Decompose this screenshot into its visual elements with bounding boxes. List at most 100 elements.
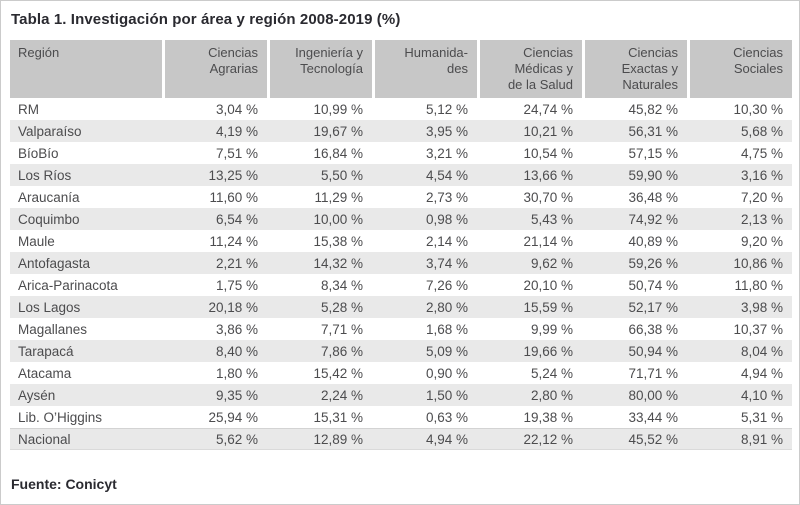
cell-value: 4,75 % <box>740 145 783 161</box>
cell-value: 10,99 % <box>313 101 363 117</box>
cell-value: 2,80 % <box>477 384 582 406</box>
cell-value: 59,26 % <box>582 252 687 274</box>
data-table: Región Ciencias Agrarias Ingeniería y Tecn… <box>10 40 792 450</box>
cell-value: 57,15 % <box>628 145 678 161</box>
cell-value: 25,94 % <box>208 409 258 425</box>
cell-value: 5,28 % <box>267 296 372 318</box>
cell-region: Araucanía <box>18 189 80 205</box>
cell-value: 0,98 % <box>372 208 477 230</box>
table-row: Arica-Parinacota 1,75 % 8,34 % 7,26 % 20,10 … <box>10 274 792 296</box>
cell-value: 50,94 % <box>582 340 687 362</box>
cell-value: 50,74 % <box>628 277 678 293</box>
cell-value: 9,99 % <box>530 321 573 337</box>
cell-value: 11,80 % <box>734 277 783 293</box>
cell-value: 11,60 % <box>209 189 258 205</box>
column-header: Ciencias Agrarias <box>162 40 267 98</box>
cell-value: 11,24 % <box>209 233 258 249</box>
cell-value: 7,51 % <box>215 145 258 161</box>
cell-value: 9,35 % <box>162 384 267 406</box>
cell-value: 10,21 % <box>477 120 582 142</box>
cell-value: 5,31 % <box>740 409 783 425</box>
cell-region: RM <box>18 101 39 117</box>
cell-value: 11,29 % <box>314 189 363 205</box>
cell-value: 5,12 % <box>425 101 468 117</box>
cell-value: 10,00 % <box>267 208 372 230</box>
table-row: Valparaíso 4,19 % 19,67 % 3,95 % 10,21 % 56,3… <box>10 120 792 142</box>
cell-value: 7,86 % <box>267 340 372 362</box>
cell-value: 13,25 % <box>162 164 267 186</box>
cell-value: 12,89 % <box>267 428 372 450</box>
column-header-region: Región <box>10 40 162 98</box>
cell-value: 5,24 % <box>530 365 573 381</box>
cell-value: 22,12 % <box>477 428 582 450</box>
cell-region: Tarapacá <box>10 340 162 362</box>
cell-value: 7,20 % <box>740 189 783 205</box>
cell-value: 20,10 % <box>523 277 573 293</box>
cell-region: Magallanes <box>18 321 88 337</box>
cell-value: 7,71 % <box>320 321 363 337</box>
cell-value: 2,14 % <box>425 233 468 249</box>
cell-value: 14,32 % <box>267 252 372 274</box>
cell-value: 59,90 % <box>582 164 687 186</box>
table-row: Coquimbo 6,54 % 10,00 % 0,98 % 5,43 % 74,92 %… <box>10 208 792 230</box>
cell-value: 45,82 % <box>628 101 678 117</box>
cell-value: 9,20 % <box>740 233 783 249</box>
cell-value: 8,40 % <box>162 340 267 362</box>
cell-region: Maule <box>18 233 55 249</box>
table-row: Araucanía 11,60 % 11,29 % 2,73 % 30,70 % 36,4… <box>10 186 792 208</box>
cell-value: 16,84 % <box>313 145 363 161</box>
cell-value: 8,04 % <box>687 340 792 362</box>
cell-value: 33,44 % <box>628 409 678 425</box>
cell-value: 5,62 % <box>162 428 267 450</box>
cell-value: 8,34 % <box>320 277 363 293</box>
cell-value: 80,00 % <box>582 384 687 406</box>
cell-value: 15,42 % <box>313 365 363 381</box>
cell-value: 52,17 % <box>582 296 687 318</box>
cell-region: Nacional <box>10 428 162 450</box>
table-row: Maule 11,24 % 15,38 % 2,14 % 21,14 % 40,89 % 9… <box>10 230 792 252</box>
cell-value: 2,73 % <box>425 189 468 205</box>
cell-value: 40,89 % <box>628 233 678 249</box>
cell-value: 5,43 % <box>477 208 582 230</box>
cell-value: 1,50 % <box>372 384 477 406</box>
column-header: Ciencias Sociales <box>687 40 792 98</box>
column-header: Ingeniería y Tecnología <box>267 40 372 98</box>
cell-value: 2,80 % <box>372 296 477 318</box>
cell-value: 7,26 % <box>425 277 468 293</box>
cell-region: Valparaíso <box>10 120 162 142</box>
cell-value: 2,24 % <box>267 384 372 406</box>
cell-value: 3,86 % <box>215 321 258 337</box>
cell-value: 5,50 % <box>267 164 372 186</box>
cell-region: BíoBío <box>18 145 59 161</box>
cell-value: 19,67 % <box>267 120 372 142</box>
table-row: Los Lagos 20,18 % 5,28 % 2,80 % 15,59 % 52,17… <box>10 296 792 318</box>
column-header: Ciencias Exactas y Naturales <box>582 40 687 98</box>
cell-value: 10,37 % <box>733 321 783 337</box>
cell-value: 1,80 % <box>215 365 258 381</box>
cell-value: 13,66 % <box>477 164 582 186</box>
table-row: BíoBío 7,51 % 16,84 % 3,21 % 10,54 % 57,15 % 4… <box>10 142 792 164</box>
cell-region: Coquimbo <box>10 208 162 230</box>
table-body: RM 3,04 % 10,99 % 5,12 % 24,74 % 45,82 % 10,30… <box>10 98 792 450</box>
cell-value: 4,94 % <box>372 428 477 450</box>
cell-region: Arica-Parinacota <box>18 277 118 293</box>
cell-value: 74,92 % <box>582 208 687 230</box>
table-row: Los Ríos 13,25 % 5,50 % 4,54 % 13,66 % 59,90 … <box>10 164 792 186</box>
table-row: Nacional 5,62 % 12,89 % 4,94 % 22,12 % 45,52 … <box>10 428 792 450</box>
cell-value: 19,38 % <box>523 409 573 425</box>
cell-region: Aysén <box>10 384 162 406</box>
cell-value: 15,59 % <box>477 296 582 318</box>
cell-value: 2,13 % <box>687 208 792 230</box>
cell-value: 30,70 % <box>523 189 573 205</box>
column-header: Ciencias Médicas y de la Salud <box>477 40 582 98</box>
table-row: Tarapacá 8,40 % 7,86 % 5,09 % 19,66 % 50,94 %… <box>10 340 792 362</box>
cell-value: 5,68 % <box>687 120 792 142</box>
cell-value: 0,63 % <box>425 409 468 425</box>
cell-value: 3,04 % <box>215 101 258 117</box>
cell-value: 21,14 % <box>523 233 573 249</box>
cell-value: 66,38 % <box>628 321 678 337</box>
cell-region: Lib. O’Higgins <box>18 409 103 425</box>
cell-value: 9,62 % <box>477 252 582 274</box>
table-row: RM 3,04 % 10,99 % 5,12 % 24,74 % 45,82 % 10,30… <box>10 98 792 120</box>
